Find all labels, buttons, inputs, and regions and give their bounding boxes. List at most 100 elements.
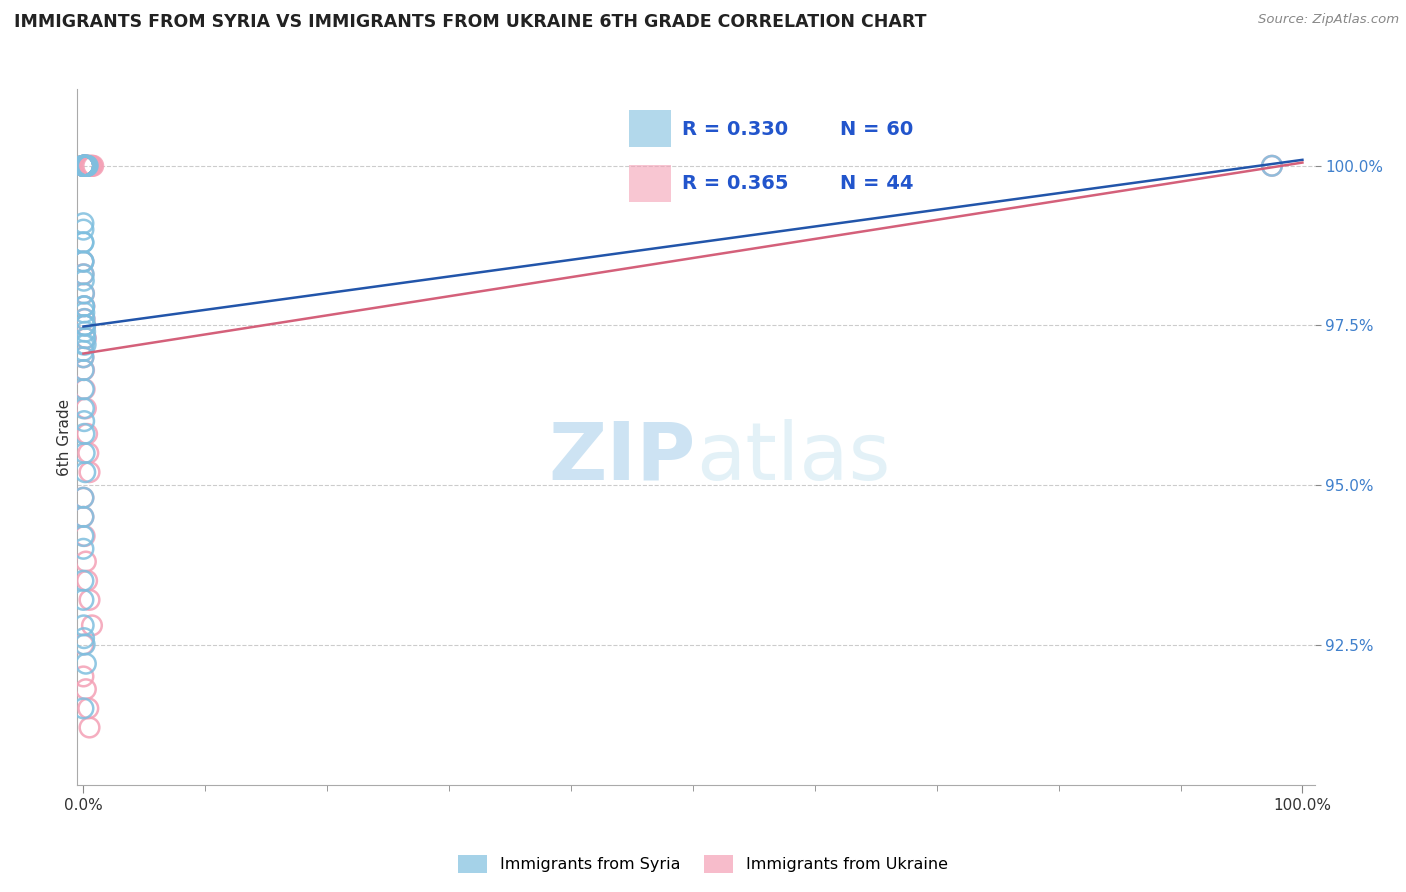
Point	[72, 669, 94, 683]
Point	[75, 159, 97, 173]
Point	[72, 509, 94, 524]
Point	[72, 159, 94, 173]
Text: atlas: atlas	[696, 419, 890, 497]
Point	[72, 701, 94, 715]
Point	[73, 268, 96, 282]
Point	[72, 159, 94, 173]
Point	[76, 159, 98, 173]
Point	[73, 401, 96, 416]
Point	[73, 274, 96, 288]
Point	[73, 414, 96, 428]
Point	[79, 592, 101, 607]
Point	[72, 216, 94, 230]
Point	[72, 159, 94, 173]
FancyBboxPatch shape	[630, 110, 672, 147]
Point	[76, 159, 98, 173]
Point	[72, 351, 94, 365]
Point	[73, 159, 96, 173]
Point	[76, 426, 98, 441]
Point	[73, 426, 96, 441]
Point	[72, 159, 94, 173]
Point	[75, 331, 97, 345]
Text: ZIP: ZIP	[548, 419, 696, 497]
Point	[72, 491, 94, 505]
Point	[73, 299, 96, 313]
Point	[72, 254, 94, 268]
Text: R = 0.365: R = 0.365	[682, 175, 789, 194]
Point	[73, 318, 96, 333]
Point	[72, 254, 94, 268]
Point	[72, 159, 94, 173]
Point	[75, 682, 97, 697]
Point	[1261, 159, 1284, 173]
Point	[1261, 159, 1284, 173]
Point	[79, 159, 101, 173]
Point	[72, 159, 94, 173]
Point	[72, 235, 94, 250]
Point	[75, 159, 97, 173]
Point	[72, 592, 94, 607]
Point	[73, 299, 96, 313]
Point	[75, 555, 97, 569]
Point	[76, 159, 98, 173]
Point	[73, 618, 96, 632]
Point	[73, 299, 96, 313]
Point	[77, 159, 100, 173]
Point	[75, 159, 97, 173]
FancyBboxPatch shape	[630, 165, 672, 202]
Point	[75, 159, 97, 173]
Point	[73, 446, 96, 460]
Point	[72, 159, 94, 173]
Point	[76, 159, 98, 173]
Point	[72, 541, 94, 556]
Point	[73, 305, 96, 319]
Point	[76, 574, 98, 588]
Point	[73, 286, 96, 301]
Point	[75, 159, 97, 173]
Text: IMMIGRANTS FROM SYRIA VS IMMIGRANTS FROM UKRAINE 6TH GRADE CORRELATION CHART: IMMIGRANTS FROM SYRIA VS IMMIGRANTS FROM…	[14, 13, 927, 31]
Point	[73, 529, 96, 543]
Point	[73, 382, 96, 396]
Point	[73, 286, 96, 301]
Point	[75, 159, 97, 173]
Point	[72, 159, 94, 173]
Point	[77, 701, 100, 715]
Text: R = 0.330: R = 0.330	[682, 120, 787, 139]
Point	[73, 638, 96, 652]
Point	[73, 312, 96, 326]
Y-axis label: 6th Grade: 6th Grade	[56, 399, 72, 475]
Point	[75, 331, 97, 345]
Point	[75, 657, 97, 671]
Point	[72, 159, 94, 173]
Point	[80, 159, 103, 173]
Point	[76, 159, 98, 173]
Point	[75, 318, 97, 333]
Point	[73, 382, 96, 396]
Point	[73, 363, 96, 377]
Point	[77, 446, 100, 460]
Point	[72, 509, 94, 524]
Point	[72, 159, 94, 173]
Point	[73, 363, 96, 377]
Point	[72, 159, 94, 173]
Point	[72, 159, 94, 173]
Point	[73, 318, 96, 333]
Point	[75, 325, 97, 339]
Point	[72, 337, 94, 351]
Point	[72, 235, 94, 250]
Point	[72, 638, 94, 652]
Legend: Immigrants from Syria, Immigrants from Ukraine: Immigrants from Syria, Immigrants from U…	[451, 848, 955, 880]
Point	[75, 401, 97, 416]
Point	[73, 312, 96, 326]
Point	[72, 268, 94, 282]
Point	[73, 631, 96, 645]
Point	[80, 618, 103, 632]
Point	[73, 159, 96, 173]
Point	[82, 159, 104, 173]
Point	[73, 159, 96, 173]
Point	[73, 159, 96, 173]
Point	[75, 465, 97, 479]
Point	[72, 343, 94, 358]
Point	[72, 159, 94, 173]
Text: N = 44: N = 44	[839, 175, 914, 194]
